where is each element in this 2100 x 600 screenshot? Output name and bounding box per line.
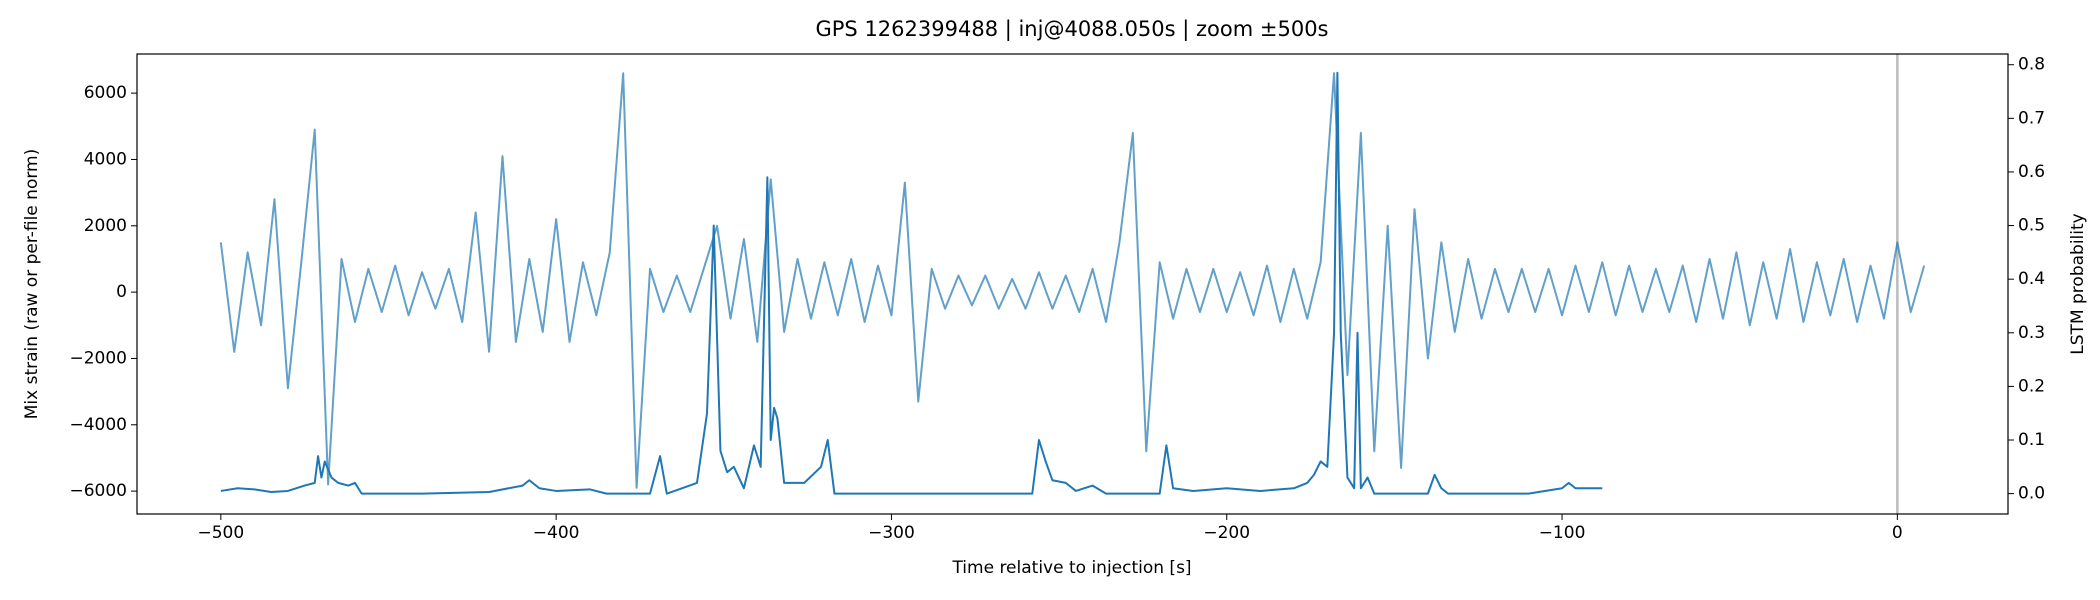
plot-frame [136,53,2009,515]
y2-tick-label: 0.4 [2018,269,2045,289]
x-tick-label: −500 [197,523,244,543]
x-tick-label: −200 [1203,523,1250,543]
y-tick-label: −4000 [69,415,127,435]
x-tick-label: −100 [1539,523,1586,543]
y2-tick-label: 0.1 [2018,430,2045,450]
y2-axis-label: LSTM probability [2068,213,2088,354]
y-tick-label: −2000 [69,348,127,368]
y2-tick-label: 0.0 [2018,484,2045,504]
y-tick-label: 0 [116,282,127,302]
x-axis-label: Time relative to injection [s] [951,558,1191,578]
y2-tick-label: 0.2 [2018,376,2045,396]
x-tick-label: 0 [1892,523,1903,543]
y2-tick-label: 0.6 [2018,162,2045,182]
y-axis-label: Mix strain (raw or per-file norm) [22,149,42,419]
y-tick-label: −6000 [69,481,127,501]
x-tick-label: −400 [533,523,580,543]
y2-tick-label: 0.5 [2018,216,2045,236]
y2-tick-label: 0.7 [2018,108,2045,128]
y-tick-label: 4000 [84,149,127,169]
y-tick-label: 2000 [84,216,127,236]
data-line [220,71,1603,495]
x-tick-label: −300 [868,523,915,543]
y2-tick-label: 0.8 [2018,55,2045,75]
y2-tick-label: 0.3 [2018,323,2045,343]
data-line [219,72,1926,489]
y-tick-label: 6000 [84,83,127,103]
chart-title: GPS 1262399488 | inj@4088.050s | zoom ±5… [816,17,1329,42]
